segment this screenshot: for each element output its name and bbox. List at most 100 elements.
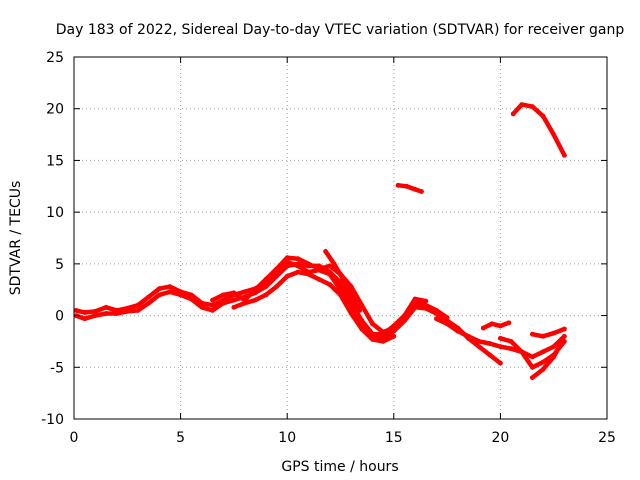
data-point	[263, 292, 269, 298]
data-point	[263, 277, 269, 282]
y-tick-label: 15	[46, 153, 64, 169]
data-point	[380, 329, 386, 335]
data-point	[562, 326, 567, 332]
data-point	[540, 349, 546, 355]
y-tick-label: 5	[55, 257, 64, 273]
data-point	[252, 297, 258, 303]
data-point	[114, 311, 119, 316]
data-point	[540, 367, 546, 372]
data-point	[274, 284, 279, 289]
data-point	[92, 313, 98, 318]
data-point	[210, 302, 216, 308]
data-point	[135, 308, 141, 313]
series-line-track-d	[231, 269, 397, 344]
data-point	[284, 263, 290, 269]
data-point	[284, 273, 290, 279]
data-point	[82, 310, 88, 315]
y-tick-label: -10	[41, 412, 64, 428]
x-tick-label: 20	[491, 430, 509, 446]
data-point	[316, 266, 322, 272]
data-point	[476, 339, 482, 344]
data-point	[391, 325, 397, 331]
data-point	[167, 289, 173, 295]
data-point	[295, 269, 301, 275]
data-point	[498, 344, 503, 349]
data-point	[284, 255, 290, 261]
data-point	[434, 316, 439, 322]
data-point	[327, 282, 333, 287]
series-line-track-g	[481, 320, 512, 331]
y-tick-label: 10	[46, 205, 64, 221]
data-point	[124, 309, 130, 314]
y-axis-label: SDTVAR / TECUs	[8, 181, 24, 296]
data-point	[359, 318, 365, 324]
data-point	[519, 349, 525, 355]
data-point	[562, 333, 567, 339]
data-point	[146, 300, 152, 306]
data-point	[135, 302, 141, 308]
series-line-track-j	[530, 326, 567, 339]
ticks: 0 5 10 15 20 25 -10 -5 0 5 10 15 20 25	[41, 50, 616, 446]
data-point	[338, 292, 343, 298]
y-tick-label: 20	[46, 102, 64, 118]
data-point	[188, 296, 194, 302]
data-point	[274, 273, 279, 279]
data-point	[530, 331, 535, 337]
x-tick-label: 15	[385, 430, 403, 446]
data-point	[331, 261, 337, 267]
data-point	[412, 296, 418, 302]
data-point	[434, 308, 439, 313]
data-point	[231, 290, 237, 296]
data-point	[92, 309, 98, 314]
data-point	[423, 298, 429, 304]
plot-frame	[73, 56, 608, 420]
data-point	[510, 111, 516, 117]
data-point	[530, 104, 535, 109]
data-point	[498, 335, 503, 341]
data-point	[444, 321, 450, 327]
y-tick-label: 0	[55, 309, 64, 325]
x-tick-label: 25	[598, 430, 616, 446]
data-point	[210, 308, 216, 313]
data-point	[540, 333, 546, 339]
data-point	[540, 113, 546, 119]
data-point	[295, 261, 301, 267]
data-point	[380, 339, 386, 344]
data-point	[306, 261, 311, 267]
data-point	[323, 249, 328, 254]
data-point	[391, 333, 397, 339]
x-tick-label: 10	[278, 430, 296, 446]
data-point	[252, 287, 258, 293]
data-point	[103, 304, 109, 310]
x-tick-label: 0	[70, 430, 79, 446]
series-line-track-l	[395, 183, 424, 194]
data-point	[167, 284, 173, 289]
data-point	[316, 277, 322, 282]
data-point	[348, 300, 354, 306]
data-point	[489, 321, 495, 327]
data-point	[306, 271, 311, 277]
data-point	[340, 275, 345, 281]
data-point	[178, 292, 184, 298]
x-axis-label: GPS time / hours	[281, 459, 398, 475]
data-point	[530, 364, 535, 370]
data-point	[242, 289, 248, 295]
data-point	[487, 352, 493, 358]
data-point	[274, 266, 279, 272]
data-point	[348, 292, 354, 298]
data-point	[146, 294, 152, 300]
data-point	[156, 286, 162, 292]
data-point	[476, 344, 482, 349]
data-point	[359, 326, 365, 332]
data-point	[359, 302, 365, 308]
data-point	[498, 360, 503, 366]
data-point	[423, 302, 429, 308]
data-point	[466, 333, 471, 339]
data-point	[519, 102, 525, 107]
data-point	[327, 263, 333, 269]
y-tick-label: 25	[46, 50, 64, 66]
data-point	[551, 330, 557, 336]
data-point	[188, 292, 194, 298]
